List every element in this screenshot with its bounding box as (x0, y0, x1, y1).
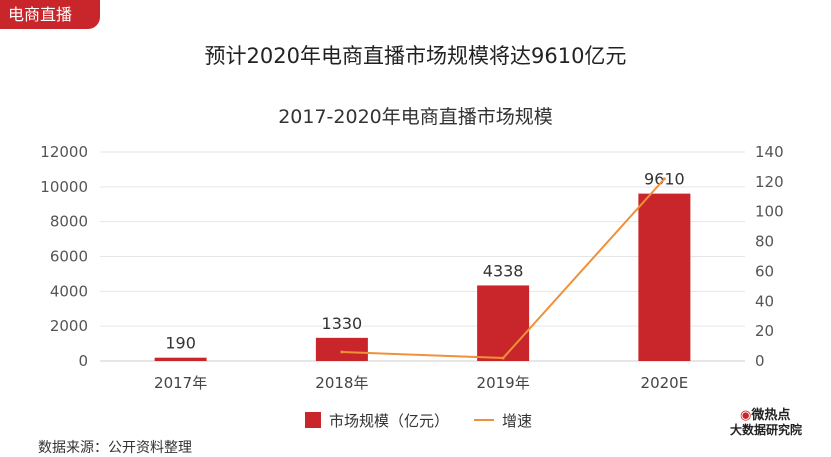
y-left-tick-label: 4000 (50, 282, 88, 300)
legend-bar-swatch (305, 412, 321, 428)
y-right-tick-label: 100 (755, 203, 784, 221)
x-tick-label: 2018年 (315, 374, 368, 392)
bar-data-label: 1330 (322, 314, 363, 333)
bar (638, 193, 691, 361)
logo-mark-icon: ◉ (740, 408, 752, 423)
brand-logo: ◉微热点 (740, 404, 790, 423)
y-right-tick-label: 120 (755, 173, 784, 191)
bar-data-label: 190 (165, 334, 196, 353)
y-right-tick-label: 80 (755, 233, 774, 251)
x-tick-label: 2019年 (477, 374, 530, 392)
data-source: 数据来源：公开资料整理 (38, 440, 192, 456)
bar (477, 285, 530, 361)
y-right-tick-label: 140 (755, 143, 784, 161)
section-tag: 电商直播 (0, 0, 100, 29)
y-left-tick-label: 6000 (50, 248, 88, 266)
main-title: 预计2020年电商直播市场规模将达9610亿元 (204, 44, 627, 68)
legend-bar-label: 市场规模（亿元） (329, 412, 449, 430)
y-right-tick-label: 0 (755, 352, 765, 370)
bar (315, 337, 368, 361)
bar (154, 357, 207, 361)
growth-point (662, 177, 666, 181)
growth-point (340, 350, 344, 354)
logo-name: 微热点 (751, 408, 791, 423)
growth-point (501, 356, 505, 360)
x-tick-label: 2017年 (154, 374, 207, 392)
bar-data-label: 4338 (483, 261, 524, 280)
y-right-tick-label: 40 (755, 292, 774, 310)
y-left-tick-label: 0 (78, 352, 88, 370)
y-right-tick-label: 60 (755, 262, 774, 280)
y-left-tick-label: 8000 (50, 213, 88, 231)
y-left-tick-label: 10000 (40, 178, 88, 196)
brand-logo-subtitle: 大数据研究院 (730, 423, 803, 437)
y-right-tick-label: 20 (755, 322, 774, 340)
y-left-tick-label: 12000 (40, 143, 88, 161)
legend-line-label: 增速 (502, 412, 532, 430)
y-left-tick-label: 2000 (50, 317, 88, 335)
chart-title: 2017-2020年电商直播市场规模 (278, 106, 553, 128)
x-tick-label: 2020E (641, 374, 689, 392)
